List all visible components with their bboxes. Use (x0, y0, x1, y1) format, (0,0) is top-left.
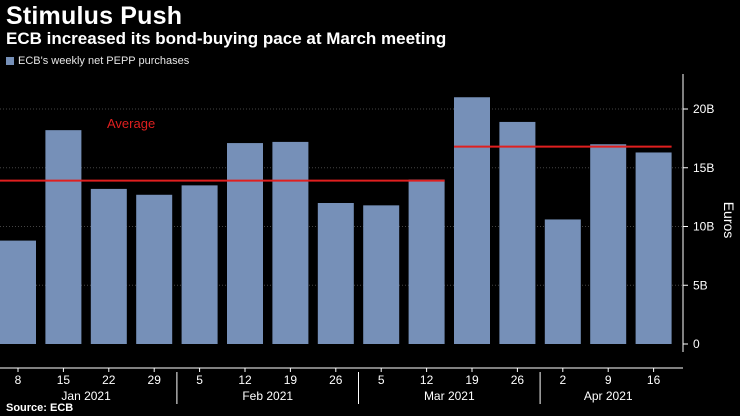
bar (0, 240, 36, 344)
average-label: Average (107, 116, 155, 131)
y-tick-label: 10B (693, 220, 714, 234)
x-tick-label: 2 (559, 373, 566, 387)
bar (363, 205, 400, 344)
bar (408, 179, 445, 344)
bar (272, 141, 309, 344)
x-tick-label: 5 (378, 373, 385, 387)
bar (454, 97, 490, 344)
x-tick-label: 19 (465, 373, 479, 387)
x-tick-label: 26 (511, 373, 525, 387)
x-tick-label: 5 (196, 373, 203, 387)
bar (635, 152, 672, 344)
x-tick-label: 15 (57, 373, 71, 387)
chart-title: Stimulus Push (6, 2, 183, 30)
bar (499, 121, 536, 344)
x-tick-label: 8 (15, 373, 22, 387)
y-tick-label: 15B (693, 161, 714, 175)
bar (544, 219, 581, 344)
bar (227, 143, 263, 344)
y-tick-label: 5B (693, 278, 708, 292)
y-tick-label: 20B (693, 102, 714, 116)
bar (90, 188, 127, 344)
bar (136, 194, 173, 344)
x-tick-label: 26 (329, 373, 343, 387)
x-month-label: Jan 2021 (61, 389, 111, 403)
x-tick-label: 19 (284, 373, 298, 387)
bar (590, 144, 627, 344)
legend-swatch (6, 57, 14, 65)
legend-label: ECB's weekly net PEPP purchases (18, 55, 190, 67)
x-tick-label: 12 (420, 373, 434, 387)
x-tick-label: 29 (148, 373, 162, 387)
bar (181, 185, 218, 344)
bar (317, 203, 354, 344)
y-axis-label: Euros (721, 202, 737, 239)
chart-subtitle: ECB increased its bond-buying pace at Ma… (6, 29, 447, 48)
x-month-label: Mar 2021 (424, 389, 475, 403)
x-month-label: Feb 2021 (242, 389, 293, 403)
legend: ECB's weekly net PEPP purchases (6, 55, 189, 67)
x-month-label: Apr 2021 (584, 389, 633, 403)
source-note: Source: ECB (6, 402, 74, 414)
x-tick-label: 16 (647, 373, 661, 387)
x-tick-label: 9 (605, 373, 612, 387)
bar (45, 130, 82, 344)
y-tick-label: 0 (693, 337, 700, 351)
x-tick-label: 22 (102, 373, 116, 387)
x-tick-label: 12 (238, 373, 252, 387)
